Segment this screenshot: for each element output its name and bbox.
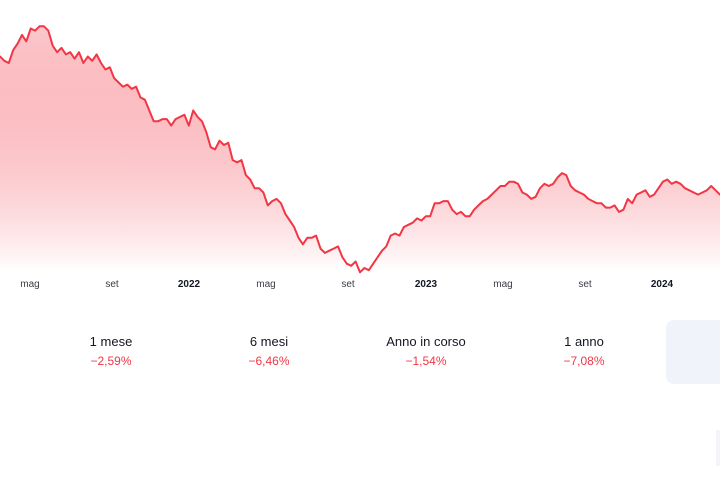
period-change: −7,08% bbox=[563, 354, 605, 368]
x-tick-label: 2022 bbox=[178, 279, 201, 290]
period-label: 6 mesi bbox=[249, 334, 289, 349]
period-change: −1,54% bbox=[405, 354, 447, 368]
period-label: Anno in corso bbox=[386, 334, 466, 349]
period-change: −2,59% bbox=[90, 354, 132, 368]
x-tick-label: set bbox=[105, 279, 119, 290]
performance-periods: 1 mese −2,59% 6 mesi −6,46% Anno in cors… bbox=[0, 320, 720, 390]
period-label: 1 anno bbox=[564, 334, 604, 349]
x-tick-label: set bbox=[341, 279, 355, 290]
price-area-fill bbox=[0, 26, 720, 273]
price-chart[interactable]: mag set 2022 mag set 2023 mag set 2024 bbox=[0, 0, 720, 300]
x-tick-label: mag bbox=[256, 279, 275, 290]
period-year-to-date[interactable]: Anno in corso −1,54% bbox=[346, 326, 506, 382]
x-tick-label: mag bbox=[20, 279, 39, 290]
x-tick-label: 2024 bbox=[651, 279, 674, 290]
x-tick-label: set bbox=[578, 279, 592, 290]
period-6-months[interactable]: 6 mesi −6,46% bbox=[189, 326, 349, 382]
period-selected[interactable] bbox=[666, 320, 720, 384]
scroll-edge bbox=[716, 430, 720, 466]
price-line bbox=[0, 25, 720, 274]
x-tick-label: mag bbox=[493, 279, 512, 290]
period-change: −6,46% bbox=[248, 354, 290, 368]
time-axis: mag set 2022 mag set 2023 mag set 2024 bbox=[20, 279, 673, 290]
period-1-month[interactable]: 1 mese −2,59% bbox=[31, 326, 191, 382]
x-tick-label: 2023 bbox=[415, 279, 438, 290]
period-1-year[interactable]: 1 anno −7,08% bbox=[504, 326, 664, 382]
period-label: 1 mese bbox=[89, 334, 133, 349]
